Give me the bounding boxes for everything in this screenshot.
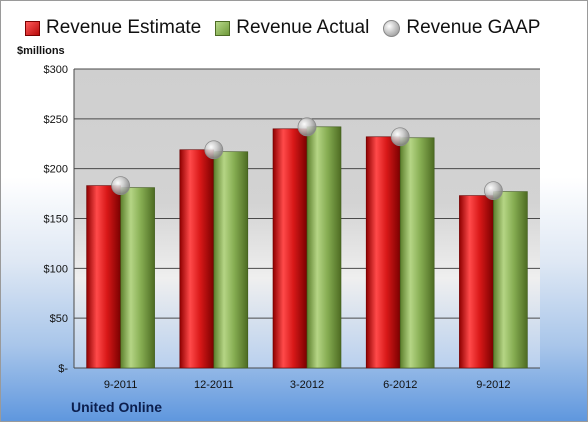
bar-revenue-estimate: [459, 195, 494, 369]
legend-label-estimate: Revenue Estimate: [46, 17, 202, 38]
y-tick-label: $100: [44, 263, 68, 275]
bar-revenue-estimate: [86, 185, 121, 369]
marker-revenue-gaap: [483, 181, 503, 200]
x-tick-label: 3-2012: [290, 379, 324, 391]
marker-revenue-gaap: [390, 127, 410, 147]
y-axis-unit-label: $millions: [17, 45, 65, 57]
legend-item-actual: Revenue Actual: [215, 17, 369, 39]
legend-item-gaap: Revenue GAAP: [383, 17, 540, 39]
x-tick-label: 9-2012: [476, 379, 510, 391]
bar-revenue-actual: [493, 191, 528, 369]
y-tick-label: $200: [44, 164, 68, 176]
x-tick-label: 6-2012: [383, 379, 417, 391]
legend-label-actual: Revenue Actual: [236, 17, 370, 38]
legend-label-gaap: Revenue GAAP: [406, 17, 541, 38]
bar-revenue-actual: [399, 137, 435, 369]
y-tick-label: $300: [44, 64, 68, 76]
marker-revenue-gaap: [204, 140, 224, 160]
x-tick-label: 12-2011: [194, 379, 234, 391]
legend-swatch-estimate: [25, 20, 40, 36]
marker-revenue-gaap: [111, 176, 130, 196]
x-tick-label: 9-2011: [104, 379, 137, 391]
legend-swatch-actual: [215, 20, 231, 36]
y-tick-label: $-: [58, 363, 68, 375]
bar-revenue-actual: [306, 126, 342, 369]
y-tick-label: $50: [50, 313, 68, 325]
legend-marker-gaap: [383, 19, 401, 37]
legend-item-estimate: Revenue Estimate: [25, 17, 201, 39]
chart-legend: Revenue Estimate Revenue Actual Revenue …: [25, 15, 540, 41]
bar-revenue-actual: [213, 151, 249, 369]
bar-revenue-estimate: [179, 149, 215, 369]
bar-revenue-actual: [120, 187, 155, 369]
bar-revenue-estimate: [365, 136, 401, 369]
marker-revenue-gaap: [297, 117, 317, 137]
y-tick-label: $250: [44, 114, 68, 126]
company-name: United Online: [71, 399, 162, 415]
bar-revenue-estimate: [272, 128, 308, 369]
y-tick-label: $150: [44, 214, 68, 226]
